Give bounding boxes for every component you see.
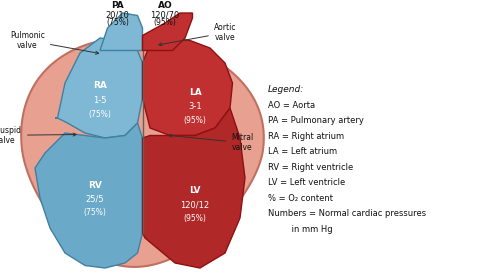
Text: (95%): (95%) — [154, 18, 176, 27]
Text: RA: RA — [93, 81, 107, 90]
Text: PA = Pulmonary artery: PA = Pulmonary artery — [268, 116, 364, 125]
Text: (75%): (75%) — [84, 208, 106, 217]
Text: Legend:: Legend: — [268, 86, 304, 95]
Text: (95%): (95%) — [184, 214, 206, 222]
Polygon shape — [35, 123, 142, 268]
Polygon shape — [142, 108, 245, 268]
Text: RV: RV — [88, 181, 102, 190]
Polygon shape — [142, 13, 192, 51]
Text: in mm Hg: in mm Hg — [268, 225, 332, 234]
Text: LV: LV — [189, 186, 201, 195]
Text: (75%): (75%) — [106, 18, 129, 27]
Text: PA: PA — [111, 1, 124, 10]
Text: 1-5: 1-5 — [93, 96, 107, 105]
Text: Tricuspid
valve: Tricuspid valve — [0, 126, 76, 145]
Text: RA = Right atrium: RA = Right atrium — [268, 132, 344, 141]
Text: 120/12: 120/12 — [180, 200, 210, 209]
Text: AO = Aorta: AO = Aorta — [268, 101, 314, 110]
Text: Numbers = Normal cardiac pressures: Numbers = Normal cardiac pressures — [268, 210, 426, 219]
Text: LA: LA — [188, 88, 202, 98]
Text: (75%): (75%) — [88, 110, 112, 118]
Text: % = O₂ content: % = O₂ content — [268, 194, 332, 203]
Text: RV = Right ventricle: RV = Right ventricle — [268, 163, 353, 172]
Text: 20/10: 20/10 — [106, 10, 130, 19]
Text: Mitral
valve: Mitral valve — [169, 133, 254, 153]
Text: Pulmonic
valve: Pulmonic valve — [10, 31, 99, 54]
Text: Aortic
valve: Aortic valve — [159, 23, 236, 46]
Text: AO: AO — [158, 1, 172, 10]
Text: 3-1: 3-1 — [188, 103, 202, 111]
Text: LV = Left ventricle: LV = Left ventricle — [268, 178, 345, 187]
Polygon shape — [21, 38, 264, 267]
Text: (95%): (95%) — [184, 116, 206, 125]
Polygon shape — [100, 13, 142, 51]
Polygon shape — [142, 38, 233, 135]
Polygon shape — [55, 38, 142, 138]
Text: 25/5: 25/5 — [86, 195, 104, 204]
Text: 120/70: 120/70 — [150, 10, 180, 19]
Text: LA = Left atrium: LA = Left atrium — [268, 148, 336, 157]
